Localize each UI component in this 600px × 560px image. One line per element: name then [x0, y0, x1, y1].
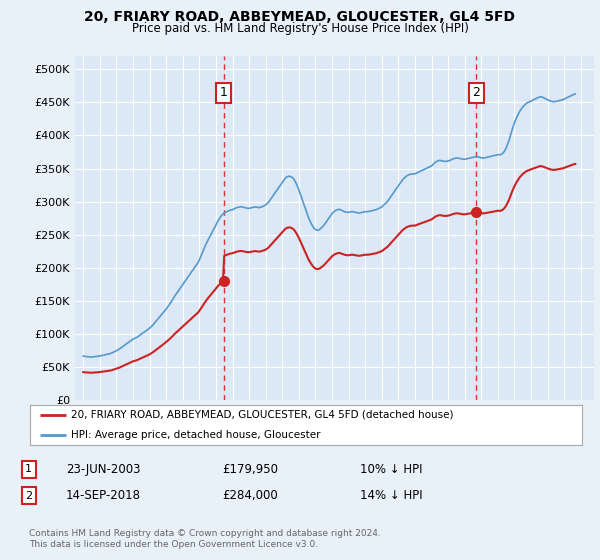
Text: 20, FRIARY ROAD, ABBEYMEAD, GLOUCESTER, GL4 5FD: 20, FRIARY ROAD, ABBEYMEAD, GLOUCESTER, … — [85, 10, 515, 24]
Text: 1: 1 — [220, 86, 227, 99]
Text: HPI: Average price, detached house, Gloucester: HPI: Average price, detached house, Glou… — [71, 430, 321, 440]
Text: £179,950: £179,950 — [222, 463, 278, 476]
Text: 14% ↓ HPI: 14% ↓ HPI — [360, 489, 422, 502]
Text: 10% ↓ HPI: 10% ↓ HPI — [360, 463, 422, 476]
Text: 2: 2 — [25, 491, 32, 501]
Text: 14-SEP-2018: 14-SEP-2018 — [66, 489, 141, 502]
Text: Price paid vs. HM Land Registry's House Price Index (HPI): Price paid vs. HM Land Registry's House … — [131, 22, 469, 35]
Text: Contains HM Land Registry data © Crown copyright and database right 2024.
This d: Contains HM Land Registry data © Crown c… — [29, 529, 380, 549]
Text: 23-JUN-2003: 23-JUN-2003 — [66, 463, 140, 476]
Text: 20, FRIARY ROAD, ABBEYMEAD, GLOUCESTER, GL4 5FD (detached house): 20, FRIARY ROAD, ABBEYMEAD, GLOUCESTER, … — [71, 410, 454, 420]
Text: £284,000: £284,000 — [222, 489, 278, 502]
Text: 1: 1 — [25, 464, 32, 474]
Text: 2: 2 — [472, 86, 480, 99]
